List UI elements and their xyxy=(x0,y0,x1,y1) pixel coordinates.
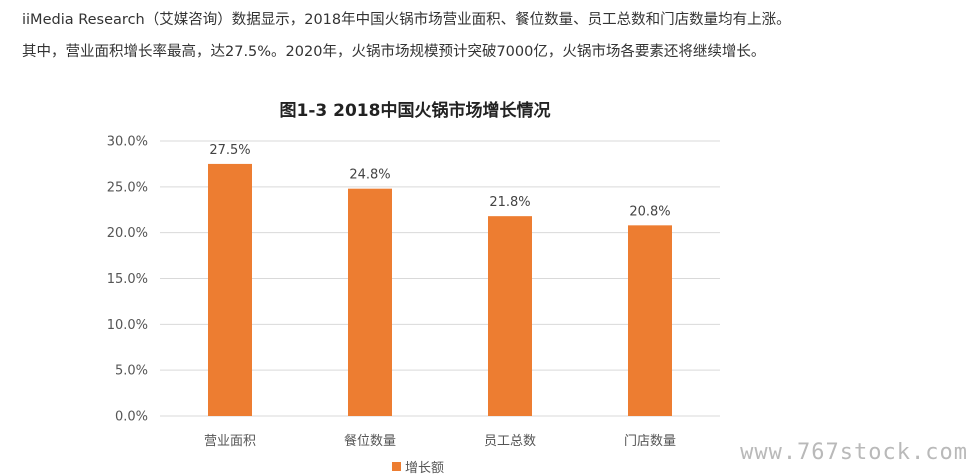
article-paragraph-1: iiMedia Research（艾媒咨询）数据显示，2018年中国火锅市场营业… xyxy=(22,12,791,28)
legend-swatch xyxy=(392,462,401,471)
bar xyxy=(348,188,392,416)
label-layer: 0.0% 5.0% 10.0% 15.0% 20.0% 25.0% 30.0% 27.5% 营业… xyxy=(107,135,676,450)
data-label: 21.8% xyxy=(489,195,530,210)
y-tick-label: 30.0% xyxy=(107,135,148,150)
y-tick-label: 25.0% xyxy=(107,180,148,195)
y-tick-label: 15.0% xyxy=(107,272,148,287)
bar xyxy=(628,225,672,416)
bar-layer xyxy=(208,163,672,416)
legend: 增长额 xyxy=(392,461,444,474)
chart-title: 图1-3 2018中国火锅市场增长情况 xyxy=(279,101,551,121)
category-label: 营业面积 xyxy=(204,434,256,449)
watermark: www.767stock.com xyxy=(740,440,968,465)
bar xyxy=(208,163,252,416)
category-label: 员工总数 xyxy=(484,434,536,449)
data-label: 24.8% xyxy=(349,168,390,183)
article-paragraph-2: 其中，营业面积增长率最高，达27.5%。2020年，火锅市场规模预计突破7000… xyxy=(22,44,766,60)
data-label: 27.5% xyxy=(209,143,250,158)
legend-label: 增长额 xyxy=(405,461,444,474)
grid-layer xyxy=(160,140,720,417)
category-label: 餐位数量 xyxy=(344,433,396,449)
y-tick-label: 0.0% xyxy=(115,410,148,425)
bar xyxy=(488,216,532,416)
y-tick-label: 10.0% xyxy=(107,318,148,333)
category-label: 门店数量 xyxy=(624,434,676,449)
y-tick-label: 20.0% xyxy=(107,226,148,241)
data-label: 20.8% xyxy=(629,204,670,219)
y-tick-label: 5.0% xyxy=(115,364,148,379)
